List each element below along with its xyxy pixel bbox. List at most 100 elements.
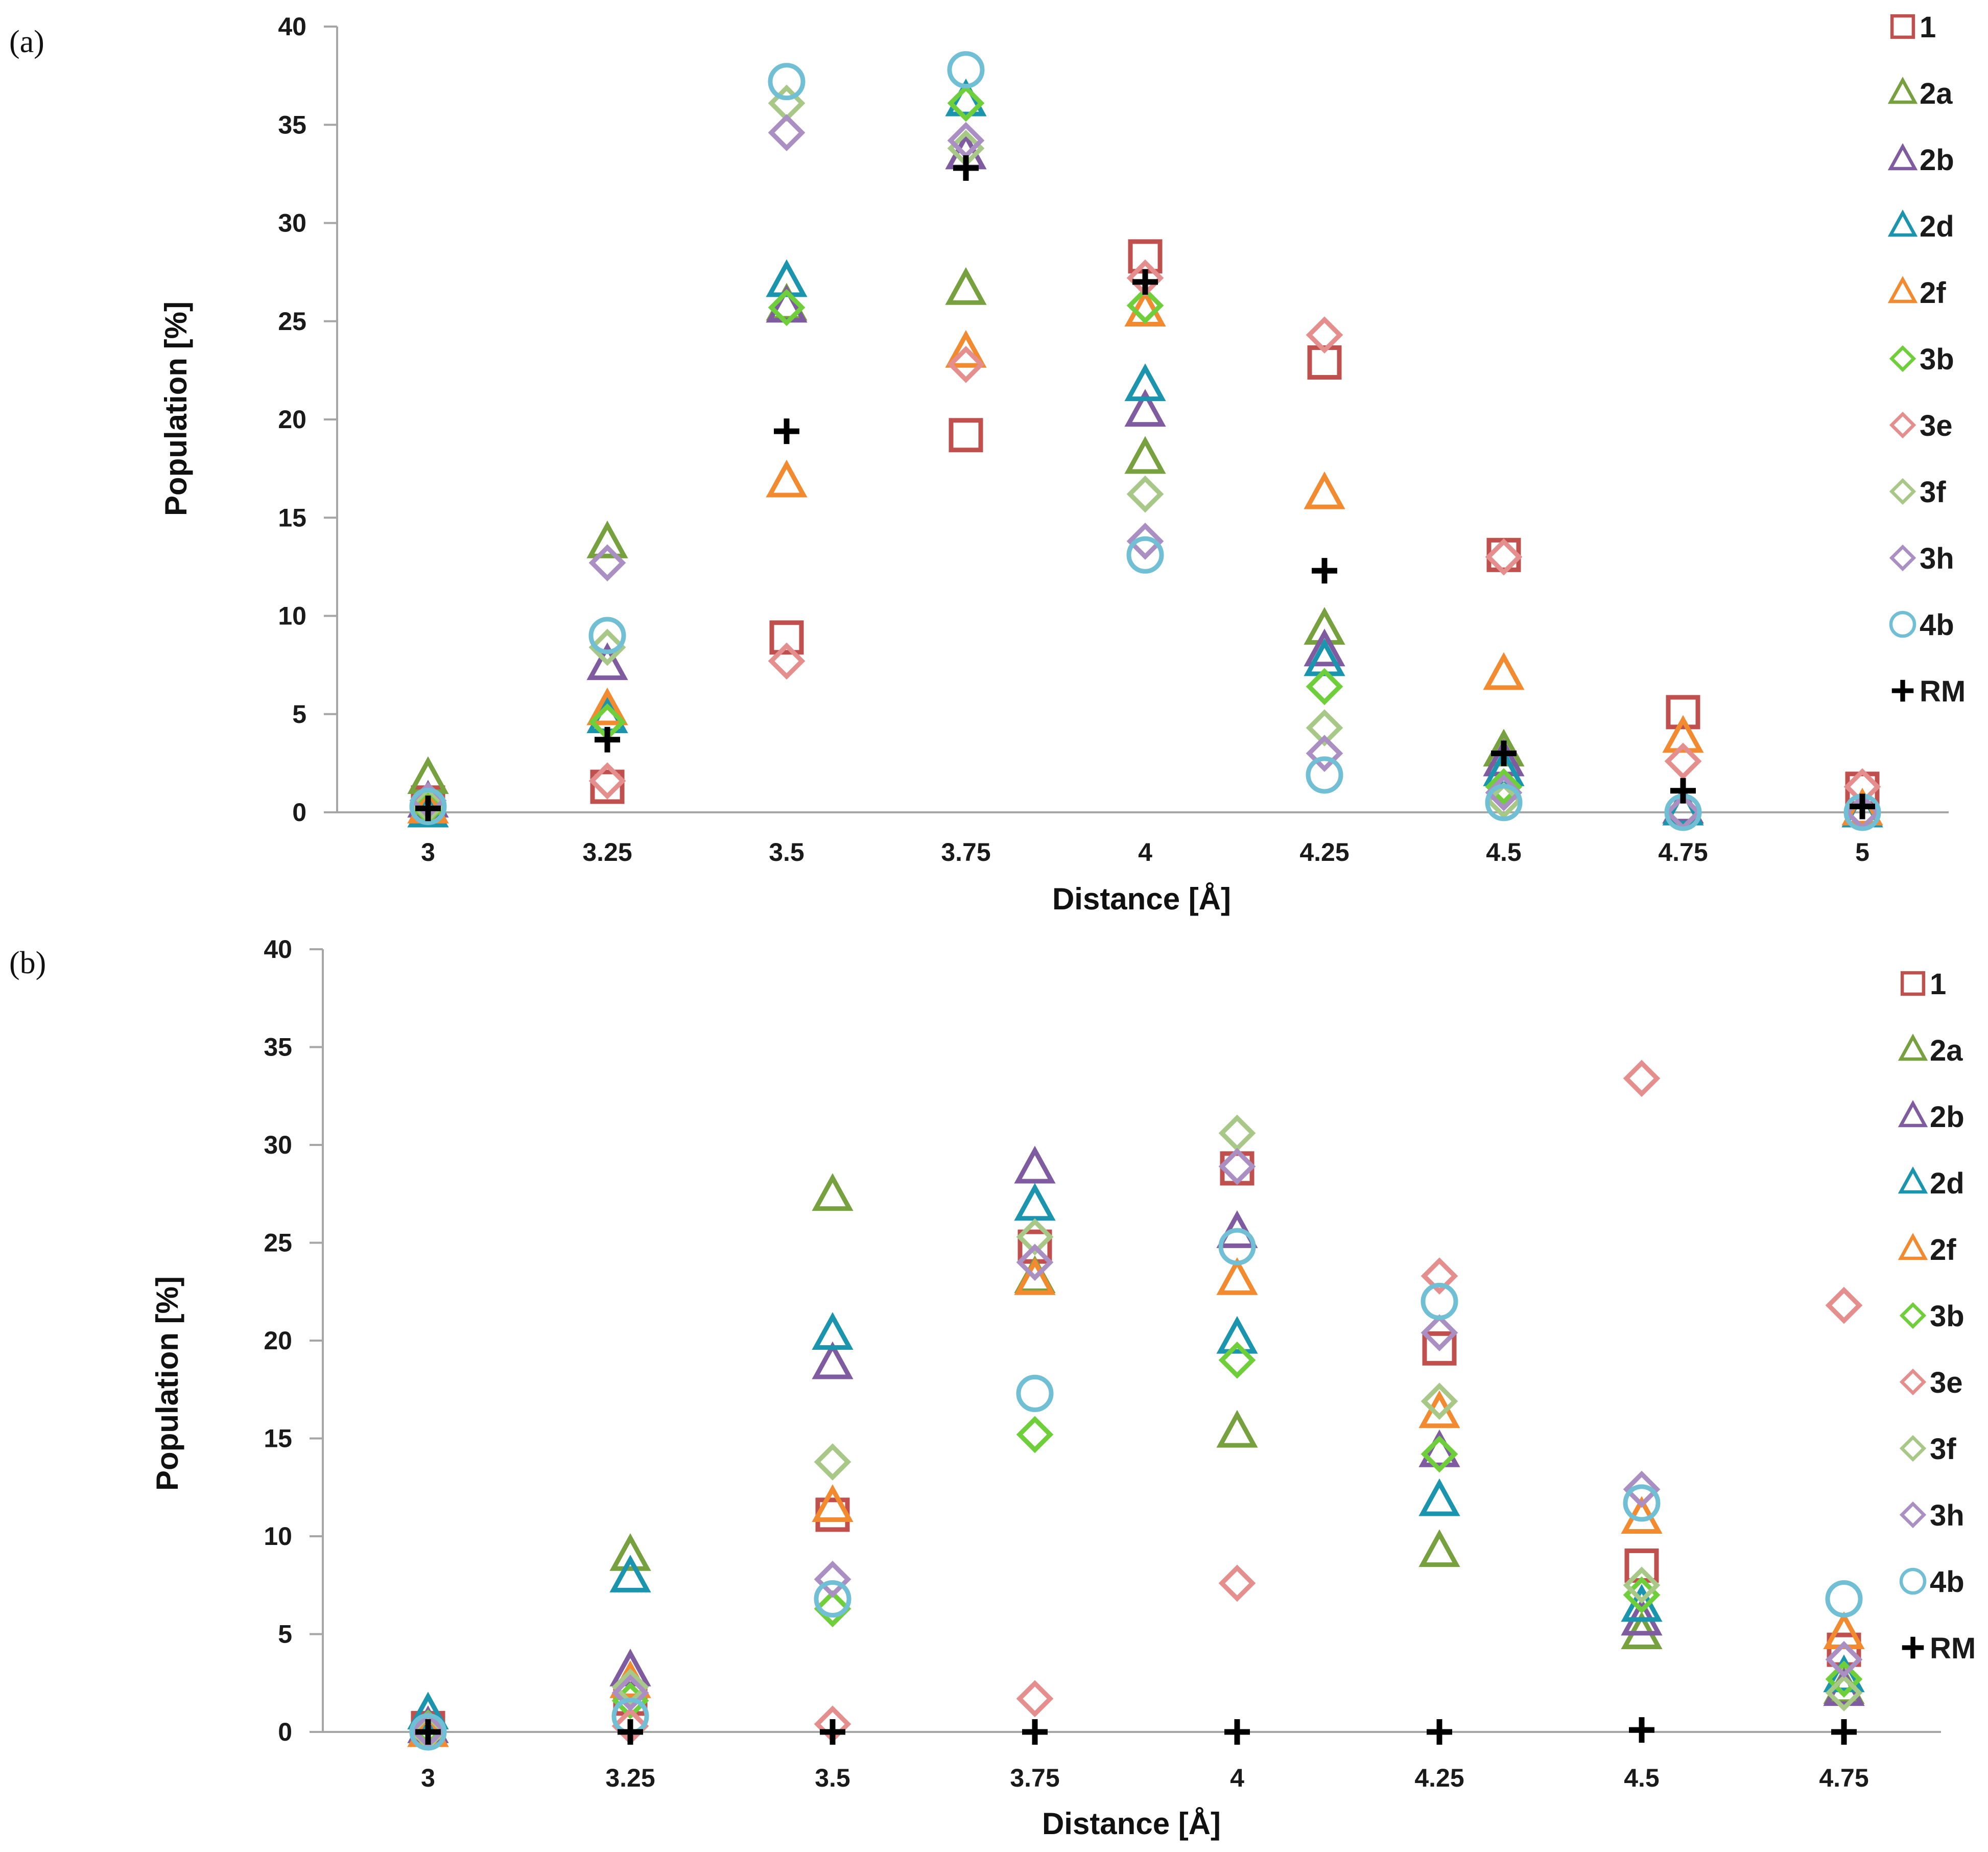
data-point-a-3e bbox=[1664, 742, 1702, 780]
data-point-a-2f bbox=[1124, 289, 1166, 327]
data-point-a-3h bbox=[768, 114, 806, 151]
data-point-b-3f bbox=[1825, 1674, 1863, 1712]
data-point-b-2b bbox=[1014, 1145, 1056, 1184]
x-tick-label-a: 3.25 bbox=[582, 838, 632, 866]
data-point-a-4b bbox=[768, 63, 806, 101]
data-point-b-3b bbox=[814, 1590, 851, 1628]
legend-item-b-2f: 2f bbox=[1898, 1233, 1956, 1267]
y-tick-label-b: 30 bbox=[264, 1131, 292, 1159]
data-point-a-2f bbox=[1662, 715, 1704, 753]
legend-item-a-2f: 2f bbox=[1887, 276, 1946, 310]
data-point-a-RM bbox=[1312, 558, 1337, 584]
data-point-b-2f bbox=[1014, 1257, 1056, 1295]
legend-label-b-3f: 3f bbox=[1930, 1433, 1956, 1466]
legend-marker-a-3e bbox=[1889, 411, 1916, 439]
data-point-a-2f bbox=[586, 687, 628, 725]
legend-marker-b-3e bbox=[1899, 1368, 1927, 1396]
data-point-b-RM bbox=[820, 1719, 845, 1745]
panel-b-chart: (b) Population [%] Distance [Å] 0 5 10 15 20… bbox=[9, 935, 1976, 1841]
data-point-a-3f bbox=[1306, 709, 1343, 747]
y-tick-label-a: 30 bbox=[278, 209, 306, 238]
data-point-b-3b bbox=[1016, 1416, 1054, 1454]
data-point-a-3b bbox=[1126, 287, 1164, 324]
y-tick-label-a: 5 bbox=[292, 700, 306, 729]
data-point-a-4b bbox=[1485, 784, 1523, 822]
x-tick-label-a: 4.25 bbox=[1299, 838, 1349, 866]
data-point-b-3f bbox=[611, 1668, 649, 1706]
legend-marker-b-2a bbox=[1898, 1034, 1928, 1061]
legend-marker-b-4b bbox=[1899, 1567, 1927, 1595]
legend-label-a-4b: 4b bbox=[1920, 608, 1954, 642]
x-tick-label-a: 4.5 bbox=[1486, 838, 1522, 866]
data-point-a-3e bbox=[768, 642, 806, 680]
data-point-b-2d bbox=[812, 1312, 854, 1350]
data-point-b-RM bbox=[1022, 1719, 1048, 1745]
data-point-a-2a bbox=[1124, 436, 1166, 474]
legend-marker-b-3f bbox=[1899, 1435, 1927, 1462]
legend-label-b-2d: 2d bbox=[1930, 1167, 1965, 1200]
data-point-b-3b bbox=[1825, 1660, 1863, 1698]
x-tick-label-a: 3 bbox=[421, 838, 435, 866]
data-point-a-3b bbox=[1485, 768, 1523, 806]
legend-marker-a-4b bbox=[1889, 611, 1916, 638]
data-point-b-2a bbox=[812, 1173, 854, 1211]
data-point-b-2a bbox=[609, 1533, 651, 1571]
data-point-b-RM bbox=[1831, 1719, 1857, 1745]
data-point-a-2a bbox=[586, 520, 628, 558]
y-tick-label-b: 25 bbox=[264, 1229, 292, 1257]
data-point-b-3h bbox=[409, 1711, 447, 1749]
legend-label-a-3b: 3b bbox=[1920, 343, 1954, 376]
data-point-a-2d bbox=[1124, 363, 1166, 402]
data-point-b-3h bbox=[611, 1674, 649, 1712]
x-tick-label-a: 4 bbox=[1138, 838, 1152, 866]
legend-item-b-3h: 3h bbox=[1899, 1499, 1965, 1532]
data-point-a-2b bbox=[1124, 389, 1166, 427]
legend-marker-b-2d bbox=[1898, 1166, 1928, 1194]
data-point-b-3h bbox=[814, 1560, 851, 1598]
data-point-a-1 bbox=[769, 620, 804, 655]
data-point-b-3e bbox=[1825, 1286, 1863, 1324]
legend-marker-a-1 bbox=[1890, 14, 1915, 39]
legend-item-a-3e: 3e bbox=[1889, 409, 1953, 442]
legend-item-b-2a: 2a bbox=[1898, 1034, 1963, 1067]
legend-label-b-2b: 2b bbox=[1930, 1100, 1965, 1134]
data-point-b-3h bbox=[1421, 1314, 1458, 1352]
y-tick-label-a: 15 bbox=[278, 503, 306, 532]
data-point-a-3h bbox=[1126, 523, 1164, 560]
legend-marker-a-2d bbox=[1887, 209, 1918, 237]
data-point-a-4b bbox=[588, 617, 626, 654]
data-point-a-RM bbox=[1850, 793, 1875, 819]
y-tick-label-b: 10 bbox=[264, 1522, 292, 1551]
legend-label-a-3h: 3h bbox=[1920, 542, 1954, 575]
x-tick-label-a: 3.75 bbox=[941, 838, 990, 866]
legend-marker-a-2a bbox=[1887, 77, 1918, 104]
legend-item-b-3b: 3b bbox=[1899, 1300, 1965, 1333]
data-point-b-4b bbox=[1623, 1484, 1661, 1522]
legend-item-a-RM: RM bbox=[1891, 675, 1966, 708]
legend-marker-a-2b bbox=[1887, 143, 1918, 171]
legend-label-b-3e: 3e bbox=[1930, 1366, 1963, 1399]
legend-marker-b-RM bbox=[1902, 1636, 1924, 1659]
y-tick-label-b: 0 bbox=[278, 1718, 292, 1746]
legend-item-b-2d: 2d bbox=[1898, 1166, 1965, 1200]
data-point-b-RM bbox=[618, 1719, 643, 1745]
data-point-a-2b bbox=[1304, 628, 1345, 667]
x-axis-title-a: Distance [Å] bbox=[1052, 882, 1231, 916]
y-axis-title-a: Population [%] bbox=[159, 301, 193, 516]
data-point-a-4b bbox=[947, 51, 985, 89]
legend-item-a-3h: 3h bbox=[1889, 542, 1954, 575]
x-tick-label-a: 4.75 bbox=[1658, 838, 1708, 866]
legend-label-a-2a: 2a bbox=[1920, 77, 1953, 110]
x-tick-label-b: 3.75 bbox=[1010, 1764, 1059, 1792]
data-point-b-RM bbox=[1224, 1719, 1250, 1745]
legend-marker-a-RM bbox=[1891, 679, 1914, 702]
data-point-b-2d bbox=[1418, 1478, 1460, 1516]
data-point-b-2f bbox=[1216, 1257, 1258, 1295]
data-point-b-2d bbox=[1216, 1316, 1258, 1354]
data-point-a-4b bbox=[409, 787, 447, 825]
data-point-b-4b bbox=[1218, 1228, 1256, 1265]
data-point-b-3e bbox=[1421, 1257, 1458, 1295]
legend-label-a-2d: 2d bbox=[1920, 210, 1954, 243]
legend-label-b-3b: 3b bbox=[1930, 1300, 1965, 1333]
legend-item-a-2a: 2a bbox=[1887, 77, 1953, 110]
